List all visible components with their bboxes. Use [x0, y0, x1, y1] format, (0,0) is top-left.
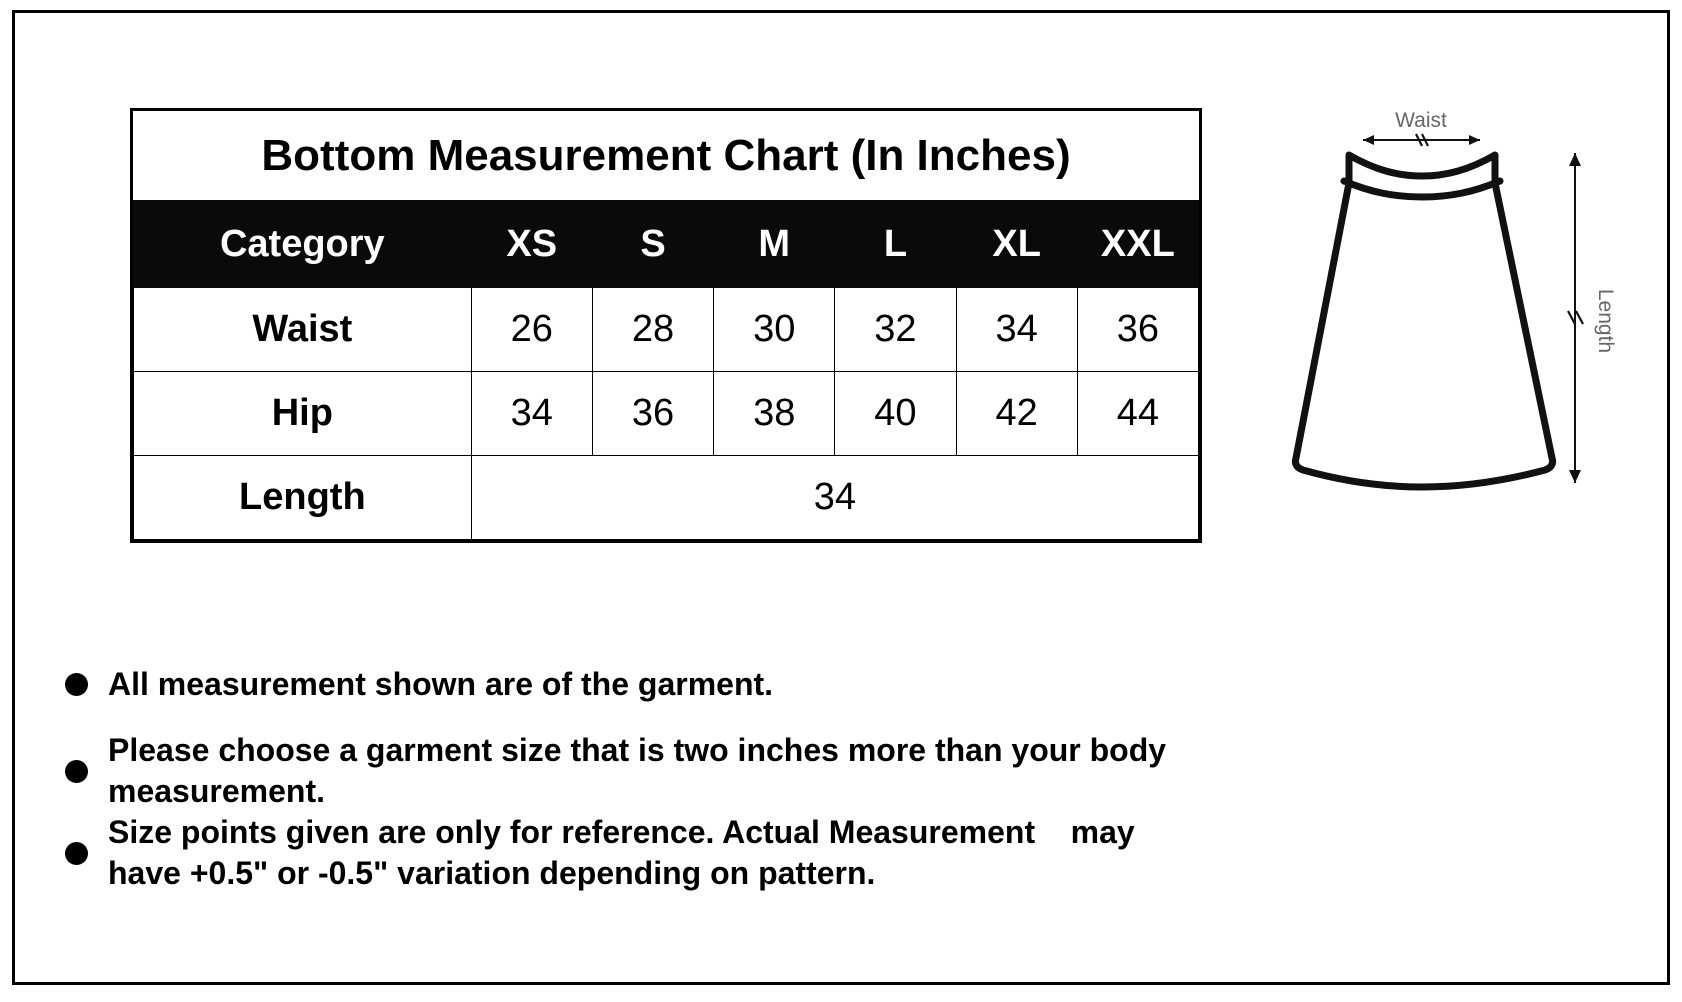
svg-text:Waist: Waist: [1395, 109, 1447, 132]
svg-text:Length: Length: [1594, 289, 1617, 353]
